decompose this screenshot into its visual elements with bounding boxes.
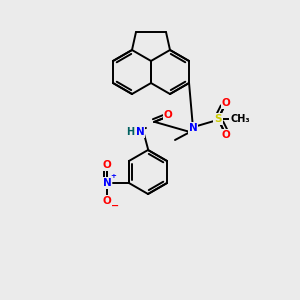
Text: O: O [164, 110, 172, 120]
Text: S: S [214, 114, 222, 124]
Text: O: O [222, 130, 230, 140]
Text: N: N [189, 123, 197, 133]
Text: O: O [222, 98, 230, 108]
Text: O: O [103, 160, 111, 170]
Text: H: H [126, 127, 134, 137]
Text: CH₃: CH₃ [230, 114, 250, 124]
Text: +: + [110, 173, 116, 179]
Text: N: N [136, 127, 144, 137]
Text: O: O [103, 196, 111, 206]
Text: N: N [103, 178, 111, 188]
Text: −: − [111, 201, 119, 211]
